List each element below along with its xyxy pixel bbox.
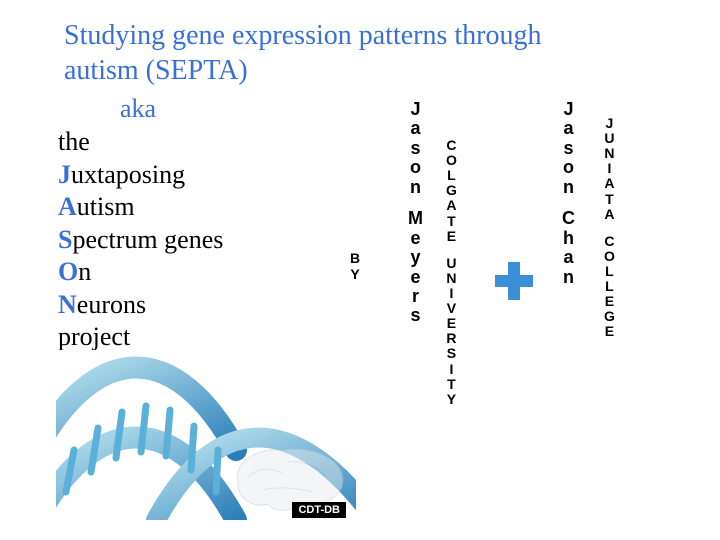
- by-label: B Y: [350, 250, 361, 282]
- acronym-line: Spectrum genes: [58, 224, 223, 257]
- image-badge: CDT-DB: [292, 502, 346, 518]
- author-2-name: JasonChan: [562, 100, 575, 287]
- page-title: Studying gene expression patterns throug…: [64, 18, 684, 88]
- acronym-prefix: the: [58, 126, 223, 159]
- acronym-line: Neurons: [58, 289, 223, 322]
- acronym-line: On: [58, 256, 223, 289]
- title-line-1: Studying gene expression patterns throug…: [64, 20, 541, 51]
- acronym-block: the Juxtaposing Autism Spectrum genes On…: [58, 126, 223, 354]
- by-letter: Y: [350, 266, 361, 282]
- plus-icon: [493, 260, 535, 302]
- aka-label: aka: [120, 94, 156, 124]
- acronym-suffix: project: [58, 321, 223, 354]
- by-letter: B: [350, 250, 361, 266]
- acronym-line: Juxtaposing: [58, 159, 223, 192]
- author-2-school: JUNIATACOLLEGE: [604, 116, 615, 340]
- author-1-school: COLGATEUNIVERSITY: [446, 138, 457, 407]
- author-1-name: JasonMeyers: [408, 100, 423, 326]
- title-line-2: autism (SEPTA): [64, 55, 248, 86]
- acronym-line: Autism: [58, 191, 223, 224]
- dna-image: CDT-DB: [56, 350, 356, 520]
